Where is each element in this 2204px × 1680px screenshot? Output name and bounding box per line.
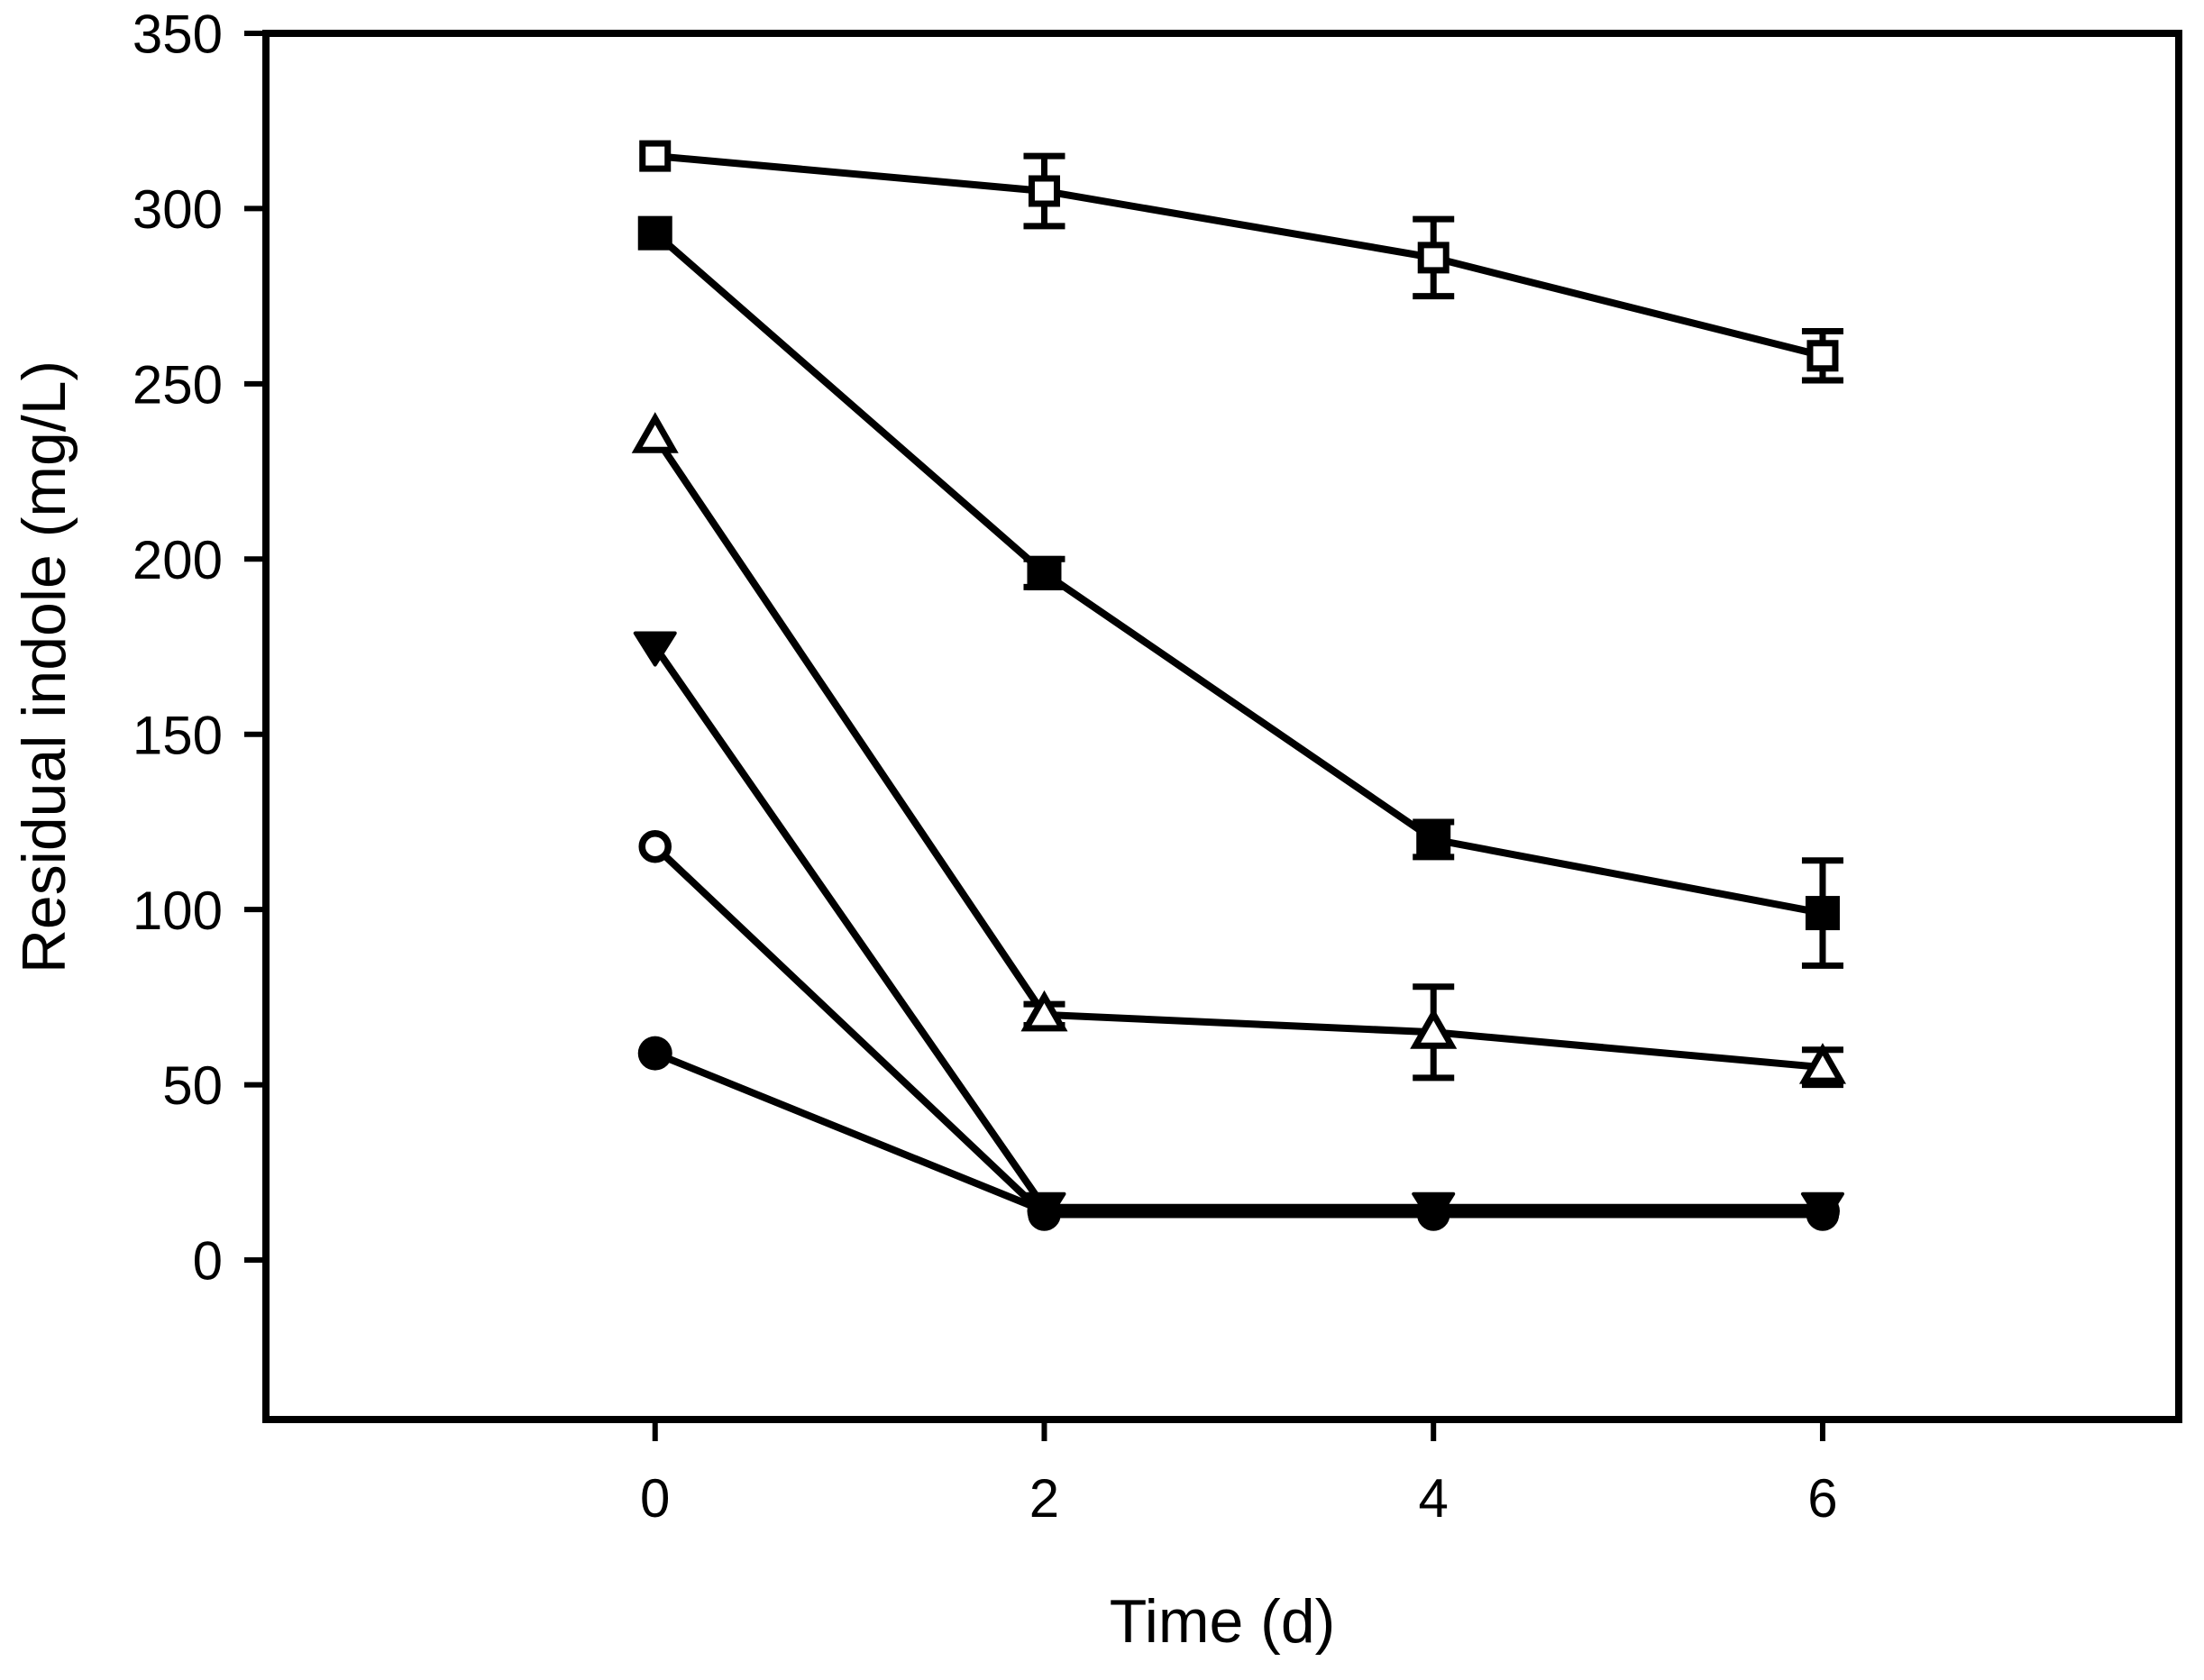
x-tick-label: 6: [1807, 1468, 1837, 1529]
y-tick-label: 350: [133, 5, 223, 65]
marker-square-open: [1417, 242, 1450, 274]
marker-circle-open: [638, 829, 672, 863]
marker-square-filled: [1416, 822, 1451, 857]
marker-triangle-down-filled: [1800, 1192, 1844, 1228]
x-tick-label: 2: [1029, 1468, 1059, 1529]
marker-square-filled: [1805, 896, 1840, 931]
marker-square-filled: [1027, 555, 1062, 590]
marker-triangle-down-filled: [1022, 1192, 1066, 1228]
marker-triangle-down-filled: [633, 631, 677, 667]
series-line-filled-triangle-down: [652, 644, 1823, 1211]
y-tick-label: 0: [193, 1231, 223, 1292]
series-line-filled-square: [653, 230, 1824, 918]
y-tick-label: 100: [133, 881, 223, 941]
marker-square-open: [1028, 175, 1060, 207]
y-tick-label: 150: [133, 705, 223, 765]
series-line-filled-circle: [654, 1049, 1823, 1215]
marker-square-open: [1806, 340, 1839, 372]
marker-triangle-up-open: [1798, 1043, 1846, 1084]
marker-triangle-up-open: [1020, 990, 1068, 1032]
marker-square-filled: [637, 215, 672, 251]
y-tick-label: 50: [162, 1055, 223, 1116]
marker-triangle-up-open: [631, 412, 679, 453]
y-axis-title: Residual indole (mg/L): [10, 361, 78, 973]
marker-triangle-up-open: [1410, 1008, 1458, 1049]
y-tick-label: 200: [133, 530, 223, 590]
series-line-open-square: [654, 152, 1824, 360]
marker-triangle-down-filled: [1412, 1192, 1456, 1228]
y-tick-label: 300: [133, 179, 223, 240]
x-tick-label: 0: [640, 1468, 670, 1529]
marker-circle-filled: [637, 1036, 672, 1071]
marker-square-open: [639, 140, 672, 172]
series-line-open-triangle: [652, 434, 1824, 1072]
plot-layer: 0 50 100 150 200 250 300 350 0 2 4 6: [133, 5, 2182, 1529]
x-axis-title: Time (d): [1110, 1587, 1336, 1656]
x-tick-label: 4: [1419, 1468, 1449, 1529]
plot-frame: [262, 30, 2182, 1423]
y-tick-label: 250: [133, 354, 223, 415]
